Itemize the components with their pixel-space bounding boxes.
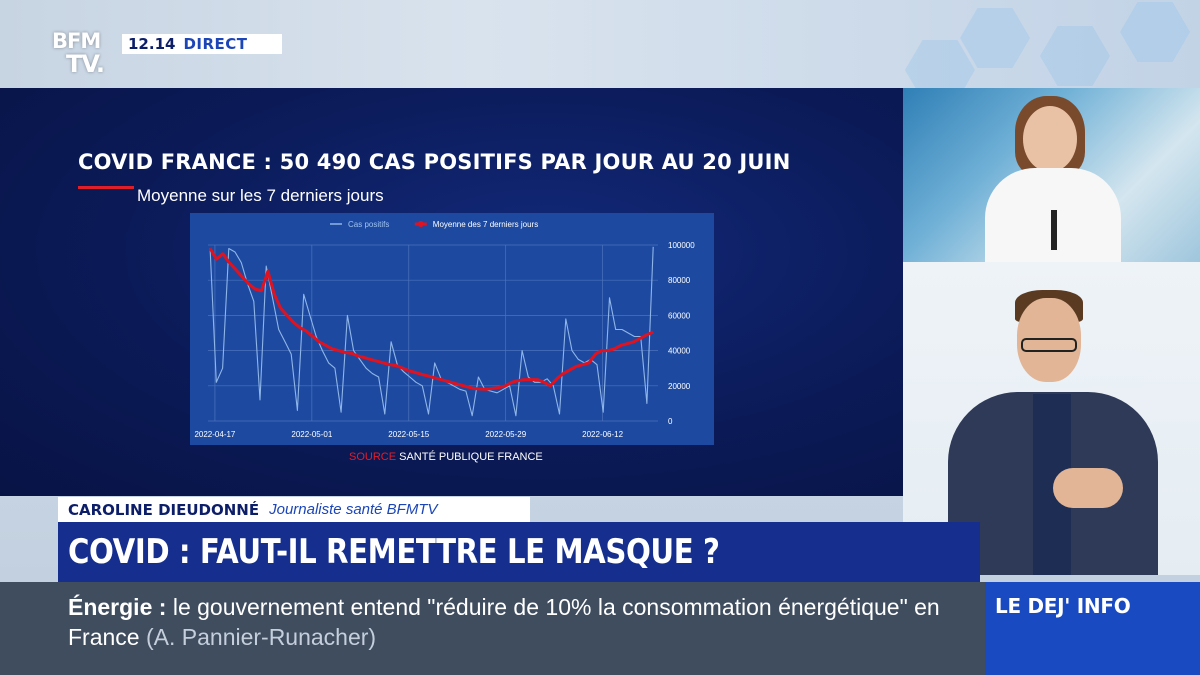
y-tick-label: 60000 — [668, 311, 691, 320]
interpreter-hand — [1053, 468, 1123, 508]
source-name: SANTÉ PUBLIQUE FRANCE — [399, 451, 543, 463]
program-label: LE DEJ' INFO — [995, 594, 1131, 618]
presenter-face — [1023, 106, 1077, 172]
graphic-subtitle: Moyenne sur les 7 derniers jours — [137, 186, 384, 205]
logo-line-1: BFM — [52, 29, 101, 53]
y-tick-label: 80000 — [668, 276, 691, 285]
ticker-text: Énergie : le gouvernement entend "réduir… — [68, 592, 968, 652]
covid-chart: 0 20000 40000 60000 80000 100000 2022-04-17 202… — [190, 213, 714, 445]
guest-name-bar: CAROLINE DIEUDONNÉ Journaliste santé BFM… — [58, 497, 530, 522]
graphic-title: COVID FRANCE : 50 490 CAS POSITIFS PAR J… — [78, 150, 791, 174]
y-tick-label: 40000 — [668, 347, 691, 356]
source-word: SOURCE — [349, 451, 397, 463]
decor-hexagon — [1040, 26, 1110, 86]
logo-line-2: TV. — [66, 50, 105, 78]
news-ticker — [0, 582, 985, 675]
legend-label: Moyenne des 7 derniers jours — [433, 220, 538, 229]
clock-strip: 12.14 DIRECT — [122, 34, 282, 54]
subtitle-accent-line — [78, 186, 134, 189]
glasses-icon — [1021, 338, 1077, 352]
x-tick-label: 2022-05-15 — [388, 430, 429, 439]
headline-bar: COVID : FAUT-IL REMETTRE LE MASQUE ? — [58, 522, 980, 582]
chart-svg: 0 20000 40000 60000 80000 100000 2022-04-17 202… — [194, 220, 695, 439]
source-credit: SOURCE SANTÉ PUBLIQUE FRANCE — [349, 451, 543, 463]
series-line-moyenne — [208, 247, 654, 391]
x-tick-label: 2022-05-29 — [485, 430, 526, 439]
clock-time: 12.14 — [128, 35, 176, 53]
x-tick-label: 2022-06-12 — [582, 430, 623, 439]
program-bar — [985, 582, 1200, 675]
y-tick-label: 100000 — [668, 241, 695, 250]
ticker-body: le gouvernement entend "réduire de 10% l… — [68, 594, 940, 650]
guest-name: CAROLINE DIEUDONNÉ — [68, 500, 260, 519]
x-tick-label: 2022-04-17 — [194, 430, 235, 439]
bfmtv-logo: BFM TV. — [52, 30, 114, 88]
guest-role: Journaliste santé BFMTV — [269, 501, 438, 518]
interpreter-face — [1017, 298, 1081, 382]
ticker-separator: : — [158, 594, 167, 620]
legend-label: Cas positifs — [348, 220, 389, 229]
microphone-icon — [1051, 210, 1057, 250]
ticker-keyword: Énergie — [68, 594, 153, 620]
ticker-attribution: (A. Pannier-Runacher) — [145, 624, 377, 650]
decor-hexagon — [960, 8, 1030, 68]
y-tick-label: 0 — [668, 417, 673, 426]
legend-marker — [417, 221, 424, 227]
decor-hexagon — [1120, 2, 1190, 62]
series-line-cas-positifs — [209, 246, 654, 417]
y-tick-label: 20000 — [668, 382, 691, 391]
presenter-video-tile — [903, 88, 1200, 262]
headline-text: COVID : FAUT-IL REMETTRE LE MASQUE ? — [68, 532, 720, 572]
x-tick-label: 2022-05-01 — [291, 430, 332, 439]
live-label: DIRECT — [183, 35, 248, 53]
